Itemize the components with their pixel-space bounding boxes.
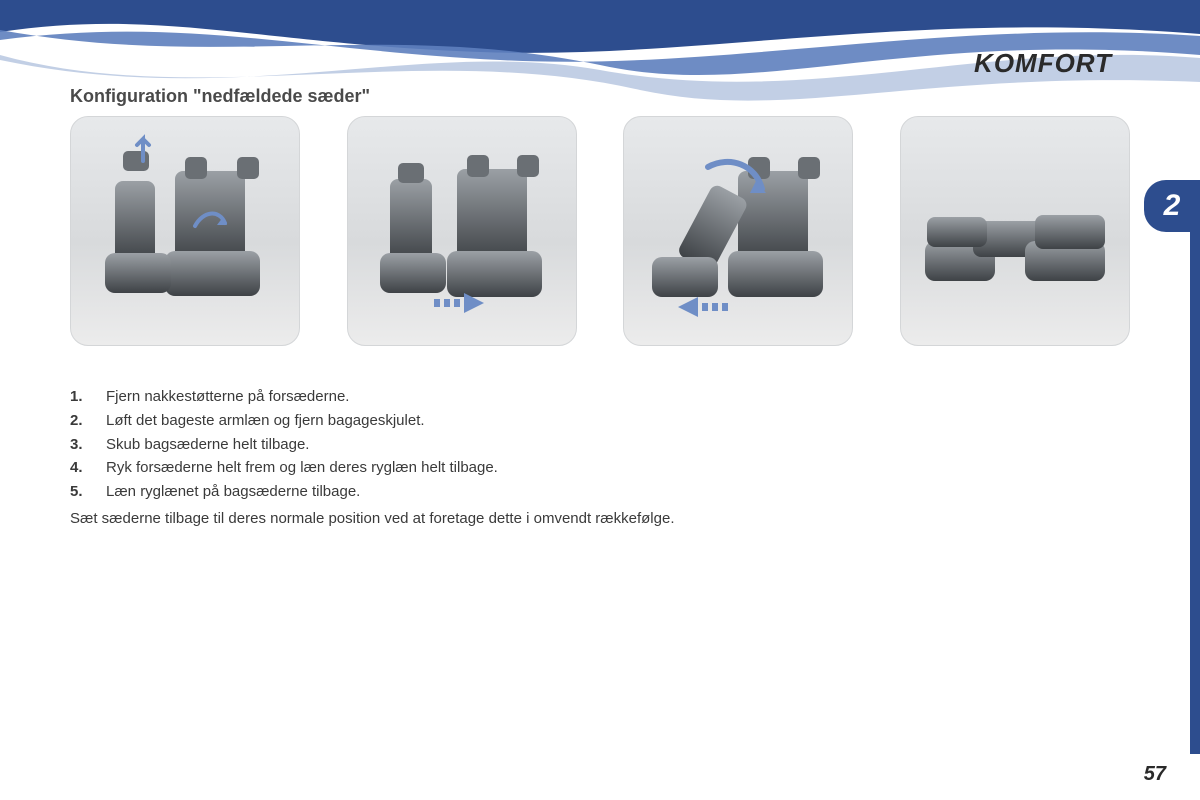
seat-illustration-3	[638, 131, 838, 331]
step-text: Fjern nakkestøtterne på forsæderne.	[106, 386, 349, 408]
step-text: Skub bagsæderne helt tilbage.	[106, 434, 309, 456]
side-strip	[1190, 232, 1200, 754]
illustration-panels	[70, 116, 1130, 346]
page-number: 57	[1144, 763, 1166, 786]
step-text: Løft det bageste armlæn og fjern bagages…	[106, 410, 425, 432]
step-text: Læn ryglænet på bagsæderne tilbage.	[106, 481, 360, 503]
step-row: 5. Læn ryglænet på bagsæderne tilbage.	[70, 481, 1070, 503]
chapter-tab: 2	[1144, 180, 1200, 232]
chapter-number: 2	[1164, 189, 1181, 223]
seat-illustration-4	[915, 131, 1115, 331]
step-number: 3.	[70, 434, 106, 456]
step-number: 4.	[70, 457, 106, 479]
step-row: 2. Løft det bageste armlæn og fjern baga…	[70, 410, 1070, 432]
step-row: 4. Ryk forsæderne helt frem og læn deres…	[70, 457, 1070, 479]
panel-step-1	[70, 116, 300, 346]
step-number: 1.	[70, 386, 106, 408]
panel-step-4	[900, 116, 1130, 346]
section-title: KOMFORT	[974, 48, 1112, 79]
step-row: 1. Fjern nakkestøtterne på forsæderne.	[70, 386, 1070, 408]
panel-step-2	[347, 116, 577, 346]
instruction-steps: 1. Fjern nakkestøtterne på forsæderne. 2…	[70, 386, 1070, 505]
step-row: 3. Skub bagsæderne helt tilbage.	[70, 434, 1070, 456]
arrow-slide-left-icon	[658, 297, 728, 317]
panel-step-3	[623, 116, 853, 346]
step-number: 5.	[70, 481, 106, 503]
step-text: Ryk forsæderne helt frem og læn deres ry…	[106, 457, 498, 479]
seat-illustration-1	[85, 131, 285, 331]
page-subtitle: Konfiguration "nedfældede sæder"	[70, 86, 370, 107]
footnote: Sæt sæderne tilbage til deres normale po…	[70, 510, 675, 527]
step-number: 2.	[70, 410, 106, 432]
seat-illustration-2	[362, 131, 562, 331]
